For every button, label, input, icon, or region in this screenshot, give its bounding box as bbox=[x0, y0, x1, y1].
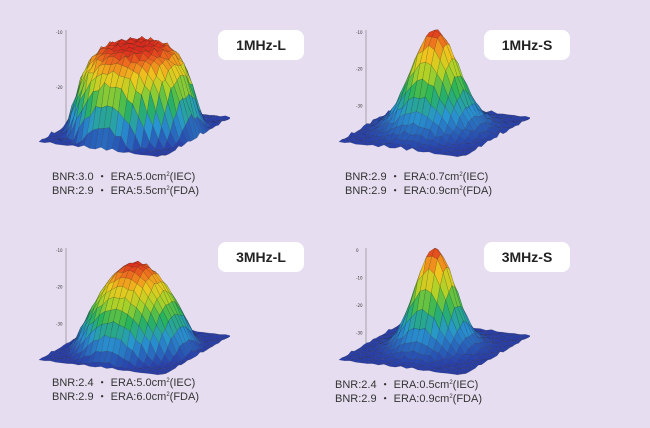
beam-profile-surface: 0-10-20-30-40 bbox=[338, 247, 530, 375]
measurement-caption: BNR:2.9 ・ ERA:0.7cm2(IEC) BNR:2.9 ・ ERA:0… bbox=[345, 170, 492, 198]
z-tick-label: -20 bbox=[56, 85, 63, 90]
mode-label-badge: 1MHz-S bbox=[484, 30, 570, 60]
caption-line-iec: BNR:2.9 ・ ERA:0.7cm2(IEC) bbox=[345, 171, 489, 183]
z-tick-label: -20 bbox=[56, 285, 63, 290]
caption-line-fda: BNR:2.9 ・ ERA:0.9cm2(FDA) bbox=[345, 185, 492, 197]
measurement-caption: BNR:2.4 ・ ERA:5.0cm2(IEC) BNR:2.9 ・ ERA:6… bbox=[52, 376, 199, 404]
caption-line-fda: BNR:2.9 ・ ERA:6.0cm2(FDA) bbox=[52, 391, 199, 403]
mode-label-badge: 1MHz-L bbox=[218, 30, 304, 60]
beam-profile-surface: -10-20-40 bbox=[38, 30, 230, 157]
z-tick-label: -30 bbox=[356, 331, 363, 336]
z-tick-label: -20 bbox=[356, 303, 363, 308]
z-tick-label: -10 bbox=[356, 276, 363, 281]
measurement-caption: BNR:3.0 ・ ERA:5.0cm2(IEC) BNR:2.9 ・ ERA:5… bbox=[52, 170, 199, 198]
surface-facet bbox=[157, 154, 167, 157]
measurement-caption: BNR:2.4 ・ ERA:0.5cm2(IEC) BNR:2.9 ・ ERA:0… bbox=[335, 378, 482, 406]
caption-line-iec: BNR:2.4 ・ ERA:5.0cm2(IEC) bbox=[52, 377, 196, 389]
surface-facet bbox=[157, 372, 167, 375]
beam-profile-surface: -10-20-30-40 bbox=[338, 29, 530, 157]
surface-facet bbox=[457, 372, 467, 375]
z-tick-label: -10 bbox=[56, 30, 63, 35]
z-tick-label: 0 bbox=[356, 248, 359, 253]
z-tick-label: -10 bbox=[56, 248, 63, 253]
z-tick-label: -30 bbox=[56, 321, 63, 326]
caption-line-fda: BNR:2.9 ・ ERA:0.9cm2(FDA) bbox=[335, 393, 482, 405]
beam-profile-surface: -10-20-30-40 bbox=[38, 248, 230, 375]
z-tick-label: -10 bbox=[356, 30, 363, 35]
z-tick-label: -20 bbox=[356, 67, 363, 72]
caption-line-fda: BNR:2.9 ・ ERA:5.5cm2(FDA) bbox=[52, 185, 199, 197]
z-tick-label: -30 bbox=[356, 103, 363, 108]
caption-line-iec: BNR:3.0 ・ ERA:5.0cm2(IEC) bbox=[52, 171, 196, 183]
surface-facet bbox=[457, 154, 467, 157]
mode-label-badge: 3MHz-S bbox=[484, 242, 570, 272]
caption-line-iec: BNR:2.4 ・ ERA:0.5cm2(IEC) bbox=[335, 379, 479, 391]
mode-label-badge: 3MHz-L bbox=[218, 242, 304, 272]
